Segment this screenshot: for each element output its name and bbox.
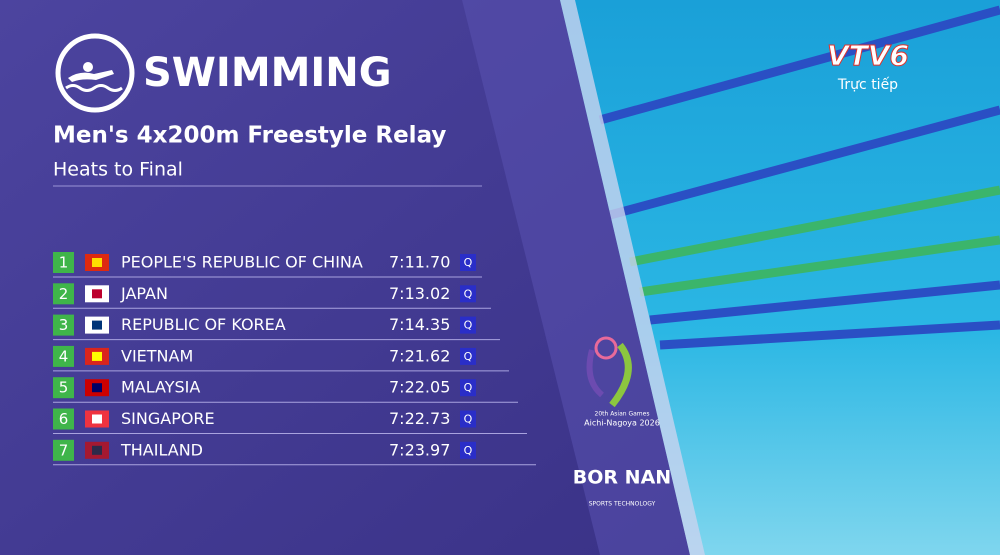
qualification-badge	[460, 379, 476, 397]
sport-icon	[55, 33, 135, 113]
rank-badge	[53, 314, 74, 336]
games-edition: 20th Asian Games	[595, 411, 650, 418]
games-emblem	[586, 336, 632, 408]
panel-edge	[462, 0, 690, 555]
rank: 3	[59, 316, 69, 334]
country: PEOPLE'S REPUBLIC OF CHINA	[121, 253, 363, 272]
live-label: Trực tiếp	[837, 76, 898, 93]
rank: 2	[59, 285, 69, 303]
time: 7:22.05	[389, 378, 450, 397]
event-phase: Heats to Final	[53, 159, 183, 181]
qualification: Q	[464, 256, 473, 269]
rank-badge	[53, 408, 74, 430]
qualification: Q	[464, 287, 473, 300]
flag-emblem	[92, 258, 102, 267]
games-host: Aichi-Nagoya 2026	[584, 419, 660, 428]
flag-emblem	[92, 383, 102, 393]
country: JAPAN	[120, 284, 168, 303]
qualification: Q	[464, 350, 473, 363]
time: 7:11.70	[389, 253, 450, 272]
country: SINGAPORE	[121, 409, 215, 428]
rank-badge	[53, 252, 74, 273]
country: VIETNAM	[121, 346, 193, 365]
qualification-badge	[460, 441, 476, 459]
time: 7:14.35	[389, 315, 450, 334]
time: 7:22.73	[389, 409, 450, 428]
channel-logo: VTV6	[827, 39, 909, 72]
qualification-badge	[460, 316, 476, 334]
time: 7:23.97	[389, 440, 450, 459]
rank: 6	[59, 410, 69, 428]
flag-emblem	[92, 320, 102, 330]
rank-badge	[53, 345, 74, 367]
time: 7:21.62	[389, 346, 450, 365]
country: THAILAND	[120, 440, 203, 459]
swimmer-icon	[65, 62, 123, 92]
rank: 5	[59, 379, 69, 397]
panel-stripe	[560, 0, 705, 555]
qualification: Q	[464, 413, 473, 426]
rank: 4	[59, 347, 69, 365]
rank-badge	[53, 439, 74, 461]
rank-badge	[53, 377, 74, 399]
rank: 7	[59, 441, 69, 459]
qualification: Q	[464, 319, 473, 332]
flag-emblem	[92, 351, 102, 361]
qualification-badge	[460, 410, 476, 428]
rank: 1	[59, 254, 69, 272]
qualification-badge	[460, 285, 476, 303]
sport-title: SWIMMING	[143, 50, 392, 96]
time: 7:13.02	[389, 284, 450, 303]
qualification: Q	[464, 444, 473, 457]
sponsor-name: BOR NAN	[573, 467, 671, 489]
event-title: Men's 4x200m Freestyle Relay	[53, 123, 446, 149]
flag-emblem	[92, 289, 102, 299]
flag-emblem	[92, 414, 102, 424]
country: MALAYSIA	[121, 378, 200, 397]
rank-badge	[53, 283, 74, 305]
flag-emblem	[92, 445, 102, 455]
sponsor-tagline: SPORTS TECHNOLOGY	[589, 501, 656, 508]
qualification-badge	[460, 254, 476, 271]
lane-ropes	[598, 5, 1000, 350]
qualification-badge	[460, 347, 476, 365]
qualification: Q	[464, 381, 473, 394]
country: REPUBLIC OF KOREA	[121, 315, 286, 334]
results-table: 1 PEOPLE'S REPUBLIC OF CHINA 7:11.70 Q 2 JAPA…	[53, 252, 536, 466]
